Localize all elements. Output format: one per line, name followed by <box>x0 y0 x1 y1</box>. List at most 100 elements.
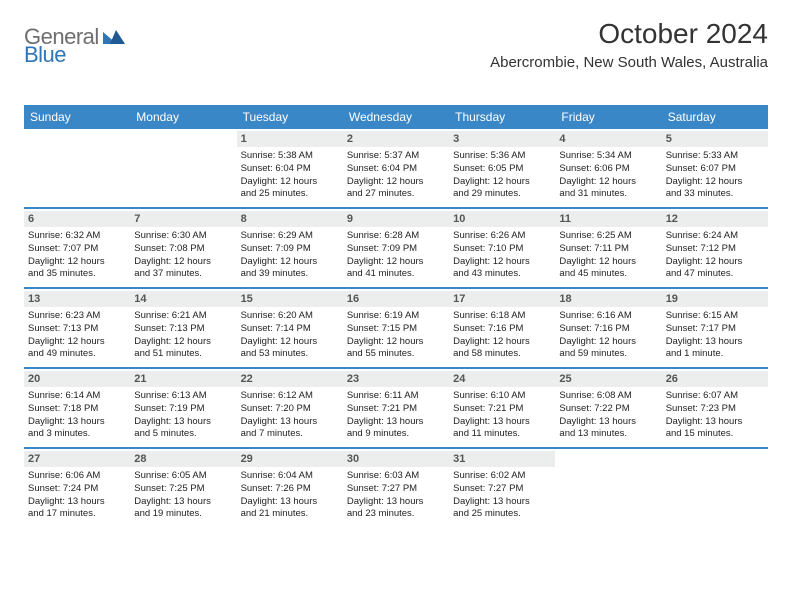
day-number: 1 <box>237 131 343 147</box>
sunrise-line: Sunrise: 6:29 AM <box>241 230 339 243</box>
calendar-week: 13Sunrise: 6:23 AMSunset: 7:13 PMDayligh… <box>24 289 768 369</box>
sunrise-line: Sunrise: 6:20 AM <box>241 310 339 323</box>
sunset-line: Sunset: 7:26 PM <box>241 483 339 496</box>
sunset-line: Sunset: 6:04 PM <box>241 163 339 176</box>
daylight-line-2: and 53 minutes. <box>241 348 339 361</box>
daylight-line-2: and 29 minutes. <box>453 188 551 201</box>
daylight-line-2: and 31 minutes. <box>559 188 657 201</box>
sunrise-line: Sunrise: 6:21 AM <box>134 310 232 323</box>
calendar-day <box>24 129 130 207</box>
day-number: 24 <box>449 371 555 387</box>
daylight-line-1: Daylight: 12 hours <box>666 256 764 269</box>
day-header: Friday <box>555 105 661 129</box>
calendar-day <box>662 449 768 527</box>
daylight-line-1: Daylight: 13 hours <box>559 416 657 429</box>
day-number: 9 <box>343 211 449 227</box>
calendar-week: 6Sunrise: 6:32 AMSunset: 7:07 PMDaylight… <box>24 209 768 289</box>
daylight-line-1: Daylight: 13 hours <box>241 416 339 429</box>
calendar-day <box>555 449 661 527</box>
daylight-line-2: and 51 minutes. <box>134 348 232 361</box>
sunset-line: Sunset: 7:27 PM <box>453 483 551 496</box>
daylight-line-1: Daylight: 13 hours <box>666 416 764 429</box>
daylight-line-2: and 19 minutes. <box>134 508 232 521</box>
day-number: 29 <box>237 451 343 467</box>
sunset-line: Sunset: 7:27 PM <box>347 483 445 496</box>
sunrise-line: Sunrise: 5:34 AM <box>559 150 657 163</box>
day-header: Tuesday <box>237 105 343 129</box>
sunset-line: Sunset: 7:12 PM <box>666 243 764 256</box>
day-number: 20 <box>24 371 130 387</box>
sunset-line: Sunset: 7:15 PM <box>347 323 445 336</box>
daylight-line-1: Daylight: 12 hours <box>241 336 339 349</box>
sunrise-line: Sunrise: 6:16 AM <box>559 310 657 323</box>
calendar-day: 14Sunrise: 6:21 AMSunset: 7:13 PMDayligh… <box>130 289 236 367</box>
sunrise-line: Sunrise: 5:33 AM <box>666 150 764 163</box>
daylight-line-2: and 23 minutes. <box>347 508 445 521</box>
calendar-day: 1Sunrise: 5:38 AMSunset: 6:04 PMDaylight… <box>237 129 343 207</box>
sunrise-line: Sunrise: 6:18 AM <box>453 310 551 323</box>
sunrise-line: Sunrise: 6:15 AM <box>666 310 764 323</box>
sunrise-line: Sunrise: 5:36 AM <box>453 150 551 163</box>
page-header: General October 2024 Abercrombie, New So… <box>24 18 768 71</box>
daylight-line-2: and 3 minutes. <box>28 428 126 441</box>
sunrise-line: Sunrise: 6:08 AM <box>559 390 657 403</box>
day-number: 12 <box>662 211 768 227</box>
calendar-day: 3Sunrise: 5:36 AMSunset: 6:05 PMDaylight… <box>449 129 555 207</box>
daylight-line-1: Daylight: 12 hours <box>134 256 232 269</box>
daylight-line-1: Daylight: 12 hours <box>559 176 657 189</box>
calendar-day: 11Sunrise: 6:25 AMSunset: 7:11 PMDayligh… <box>555 209 661 287</box>
sunrise-line: Sunrise: 6:23 AM <box>28 310 126 323</box>
sunset-line: Sunset: 7:23 PM <box>666 403 764 416</box>
daylight-line-1: Daylight: 13 hours <box>28 416 126 429</box>
day-number: 14 <box>130 291 236 307</box>
sunrise-line: Sunrise: 6:02 AM <box>453 470 551 483</box>
calendar-day: 7Sunrise: 6:30 AMSunset: 7:08 PMDaylight… <box>130 209 236 287</box>
calendar-day: 4Sunrise: 5:34 AMSunset: 6:06 PMDaylight… <box>555 129 661 207</box>
sunset-line: Sunset: 7:21 PM <box>453 403 551 416</box>
daylight-line-1: Daylight: 13 hours <box>28 496 126 509</box>
daylight-line-2: and 27 minutes. <box>347 188 445 201</box>
calendar-day: 19Sunrise: 6:15 AMSunset: 7:17 PMDayligh… <box>662 289 768 367</box>
sunrise-line: Sunrise: 6:32 AM <box>28 230 126 243</box>
calendar-day: 17Sunrise: 6:18 AMSunset: 7:16 PMDayligh… <box>449 289 555 367</box>
daylight-line-2: and 35 minutes. <box>28 268 126 281</box>
daylight-line-2: and 59 minutes. <box>559 348 657 361</box>
day-number: 15 <box>237 291 343 307</box>
sunrise-line: Sunrise: 6:26 AM <box>453 230 551 243</box>
daylight-line-2: and 45 minutes. <box>559 268 657 281</box>
sunset-line: Sunset: 7:09 PM <box>347 243 445 256</box>
sunset-line: Sunset: 7:25 PM <box>134 483 232 496</box>
daylight-line-2: and 37 minutes. <box>134 268 232 281</box>
day-number: 16 <box>343 291 449 307</box>
daylight-line-1: Daylight: 13 hours <box>347 496 445 509</box>
calendar-day: 15 Sunrise: 6:20 AMSunset: 7:14 PMDayligh… <box>237 289 343 367</box>
calendar-body: 1 Sunrise: 5:38 AMSunset: 6:04 PM Daylight… <box>24 129 768 527</box>
sunrise-line: Sunrise: 6:10 AM <box>453 390 551 403</box>
daylight-line-2: and 13 minutes. <box>559 428 657 441</box>
sunset-line: Sunset: 7:17 PM <box>666 323 764 336</box>
sunrise-line: Sunrise: 5:38 AM <box>241 150 339 163</box>
sunset-line: Sunset: 7:16 PM <box>559 323 657 336</box>
sunrise-line: Sunrise: 6:24 AM <box>666 230 764 243</box>
daylight-line-1: Daylight: 13 hours <box>453 496 551 509</box>
calendar-day: 27Sunrise: 6:06 AMSunset: 7:24 PMDayligh… <box>24 449 130 527</box>
sunset-line: Sunset: 7:14 PM <box>241 323 339 336</box>
calendar-day: 23Sunrise: 6:11 AMSunset: 7:21 PMDayligh… <box>343 369 449 447</box>
daylight-line-2: and 17 minutes. <box>28 508 126 521</box>
calendar-week: 27Sunrise: 6:06 AMSunset: 7:24 PMDayligh… <box>24 449 768 527</box>
sunrise-line: Sunrise: 6:04 AM <box>241 470 339 483</box>
day-number: 19 <box>662 291 768 307</box>
day-number: 18 <box>555 291 661 307</box>
sunrise-line: Sunrise: 6:14 AM <box>28 390 126 403</box>
daylight-line-1: Daylight: 12 hours <box>28 336 126 349</box>
daylight-line-2: and 11 minutes. <box>453 428 551 441</box>
month-title: October 2024 <box>490 18 768 50</box>
day-number: 23 <box>343 371 449 387</box>
sunset-line: Sunset: 7:07 PM <box>28 243 126 256</box>
day-number: 31 <box>449 451 555 467</box>
calendar-day: 6Sunrise: 6:32 AMSunset: 7:07 PMDaylight… <box>24 209 130 287</box>
sunset-line: Sunset: 6:06 PM <box>559 163 657 176</box>
daylight-line-2: and 55 minutes. <box>347 348 445 361</box>
sunset-line: Sunset: 7:21 PM <box>347 403 445 416</box>
day-number: 2 <box>343 131 449 147</box>
